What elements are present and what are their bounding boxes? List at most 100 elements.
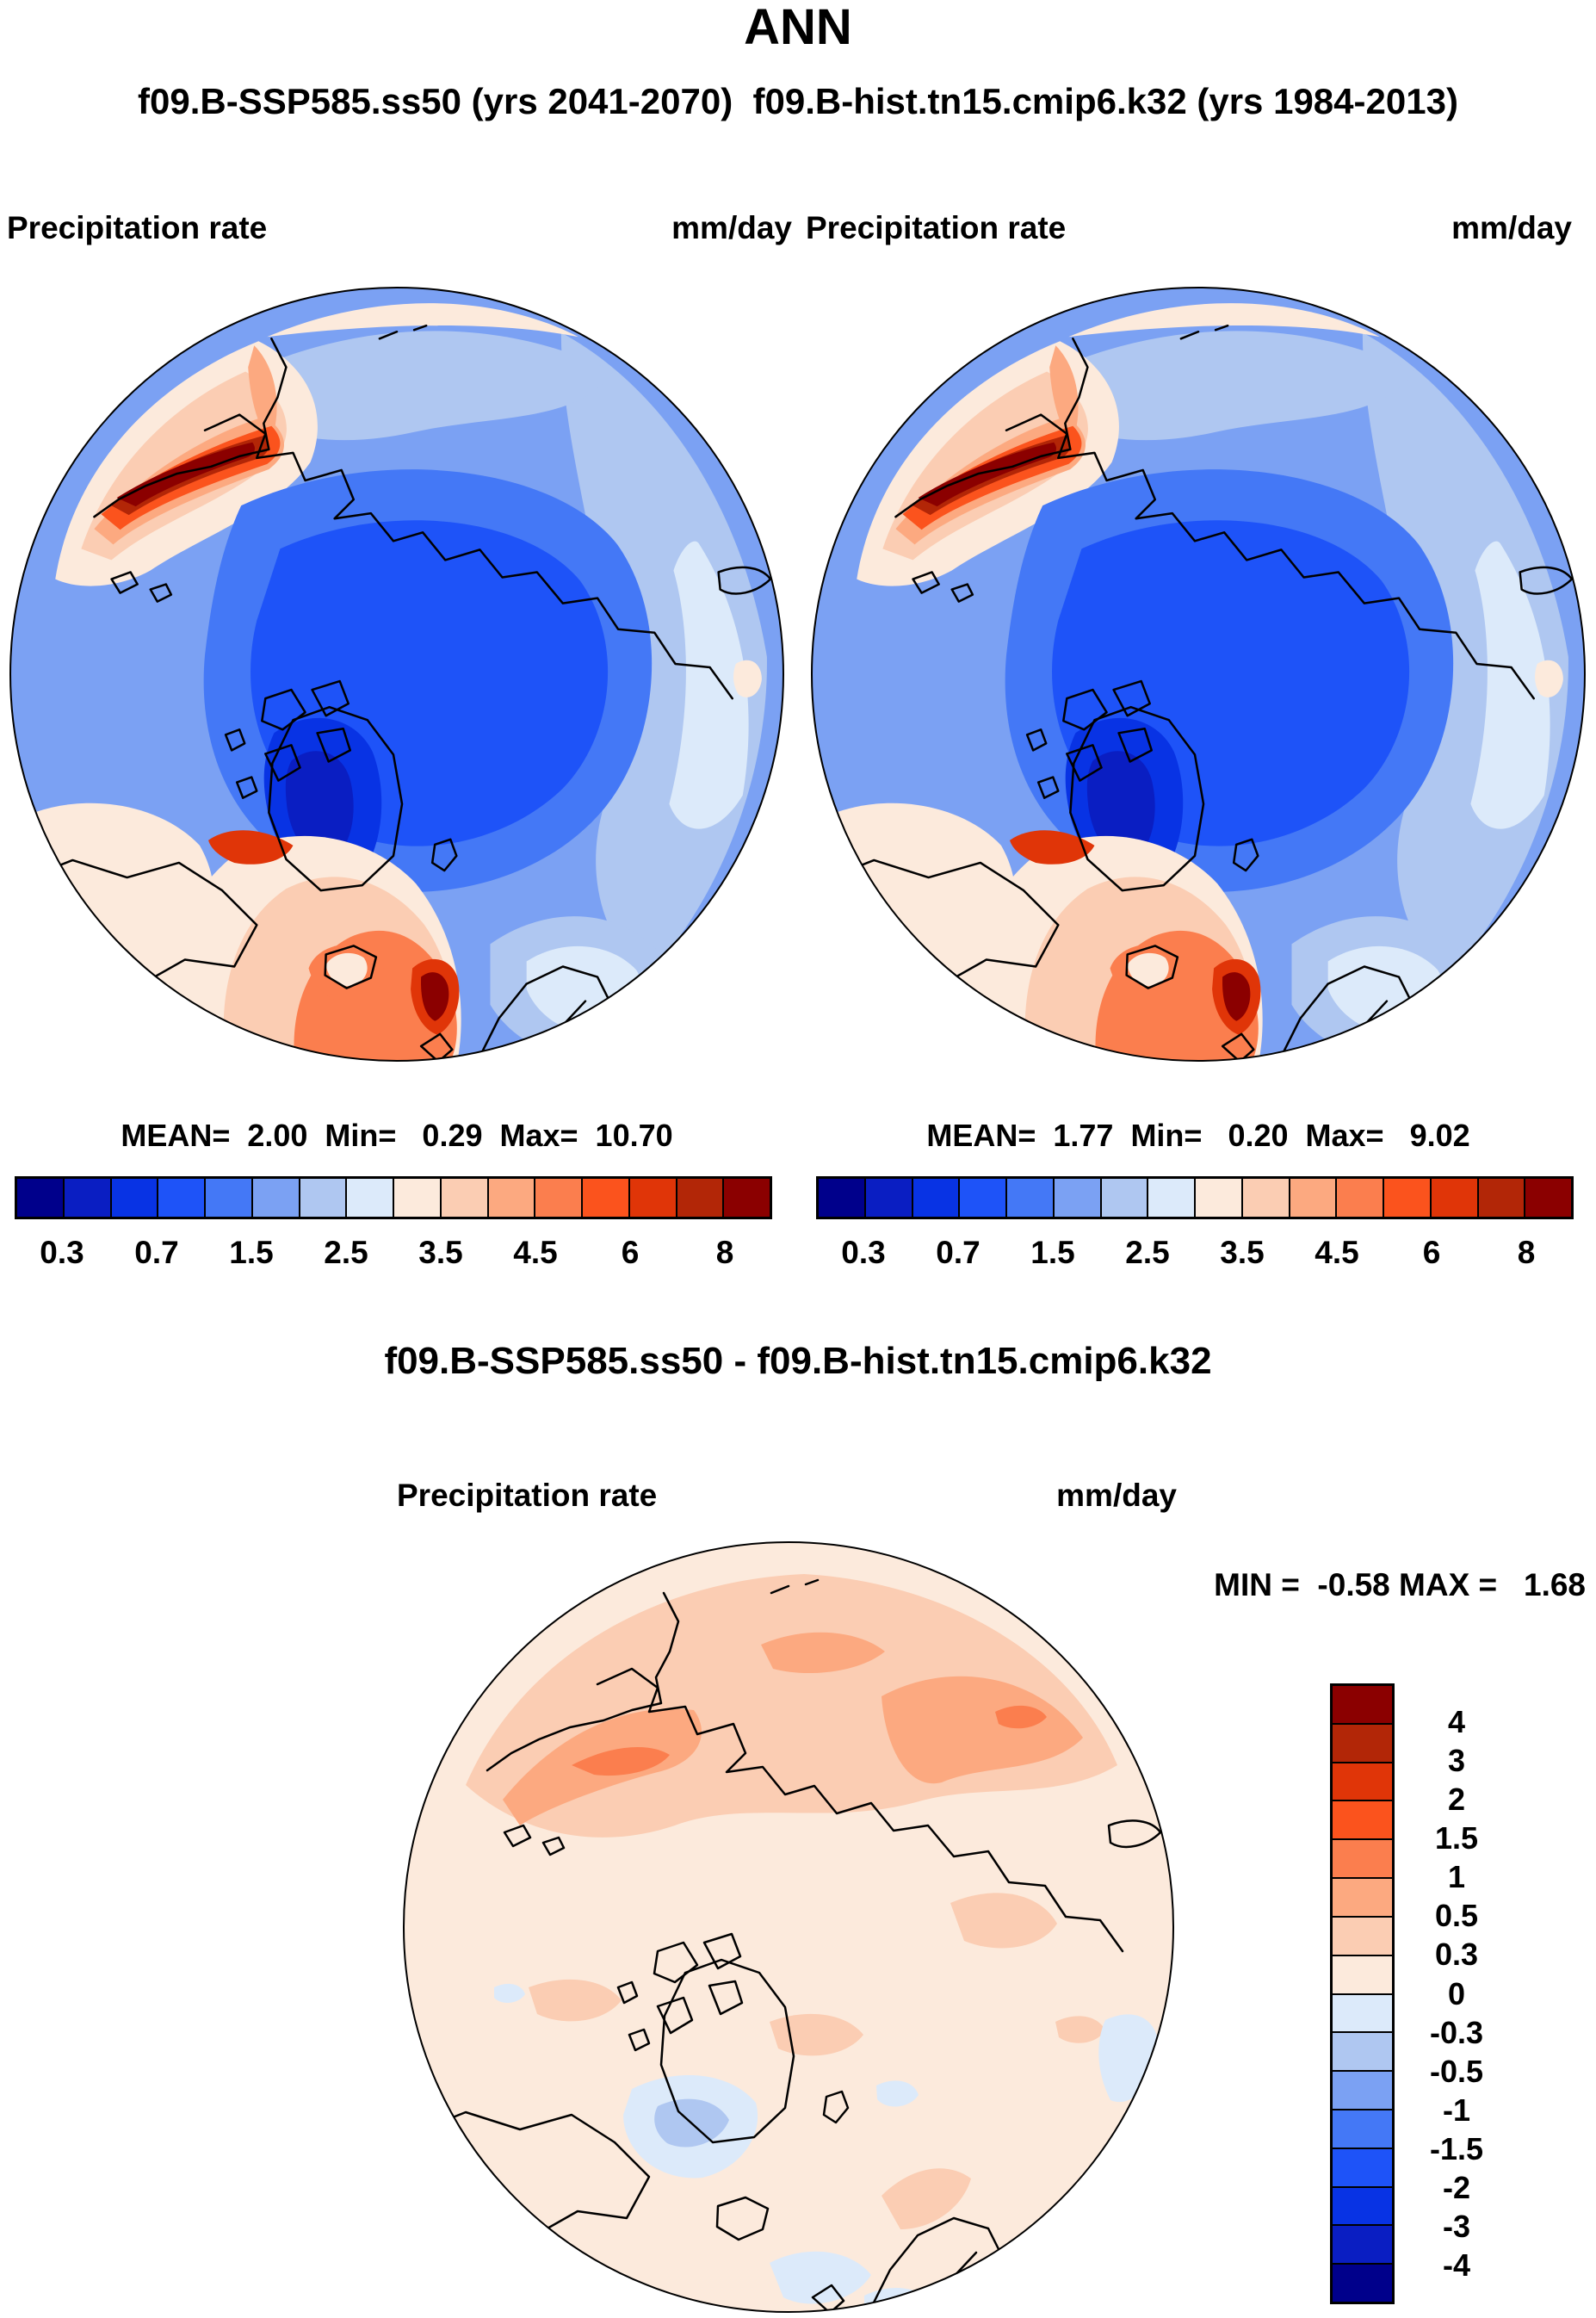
figure-subtitle: f09.B-SSP585.ss50 (yrs 2041-2070) f09.B-… xyxy=(138,81,1458,121)
map-hist-precipitation xyxy=(809,285,1587,1063)
diff-colorbar-tick-label: 1 xyxy=(1447,1859,1466,1895)
colorbar-segment xyxy=(441,1179,489,1217)
colorbar-segment xyxy=(629,1179,677,1217)
diff-colorbar-tick-label: -1 xyxy=(1442,2092,1470,2128)
colorbar-segment xyxy=(1431,1179,1479,1217)
colorbar-segment xyxy=(17,1179,65,1217)
colorbar-segment xyxy=(535,1179,583,1217)
diff-colorbar-tick-label: 0 xyxy=(1447,1975,1466,2011)
colorbar-segment xyxy=(1525,1179,1571,1217)
diff-colorbar-tick-label: -2 xyxy=(1442,2169,1470,2205)
colorbar-segment xyxy=(64,1179,112,1217)
diff-colorbar-segment xyxy=(1333,1955,1392,1995)
diff-colorbar-tick-label: -3 xyxy=(1442,2208,1470,2244)
diff-colorbar-segment xyxy=(1333,2148,1392,2188)
figure-title: ANN xyxy=(744,0,852,55)
colorbar-segment xyxy=(1290,1179,1338,1217)
colorbar-segment xyxy=(912,1179,961,1217)
diff-colorbar-segment xyxy=(1333,1724,1392,1763)
colorbar-tick-label: 6 xyxy=(621,1235,640,1270)
diff-minmax-line: MIN = -0.58 MAX = 1.68 xyxy=(1214,1567,1586,1602)
diff-colorbar-segment xyxy=(1333,2110,1392,2149)
colorbar-segment xyxy=(1007,1179,1055,1217)
diff-colorbar-segment xyxy=(1333,2226,1392,2265)
colorbar-tick-label: 4.5 xyxy=(513,1235,558,1270)
right-stats-line: MEAN= 1.77 Min= 0.20 Max= 9.02 xyxy=(926,1118,1470,1153)
difference-title: f09.B-SSP585.ss50 - f09.B-hist.tn15.cmip… xyxy=(384,1340,1212,1382)
colorbar-segment xyxy=(819,1179,866,1217)
colorbar-segment xyxy=(583,1179,630,1217)
diff-colorbar-segment xyxy=(1333,1840,1392,1880)
left-field-label: Precipitation rate xyxy=(7,210,268,245)
colorbar-segment xyxy=(1054,1179,1102,1217)
colorbar-tick-label: 3.5 xyxy=(1220,1235,1265,1270)
diff-colorbar-tick-label: -0.5 xyxy=(1429,2053,1484,2089)
colorbar-segment xyxy=(1148,1179,1196,1217)
colorbar-segment xyxy=(724,1179,770,1217)
diff-colorbar-segment xyxy=(1333,2187,1392,2227)
colorbar-segment xyxy=(111,1179,159,1217)
colorbar-tick-label: 3.5 xyxy=(418,1235,463,1270)
colorbar-tick-label: 2.5 xyxy=(1125,1235,1170,1270)
colorbar-segment xyxy=(1196,1179,1243,1217)
colorbar-segment xyxy=(300,1179,348,1217)
right-field-label: Precipitation rate xyxy=(806,210,1067,245)
colorbar-segment xyxy=(394,1179,442,1217)
diff-colorbar-segment xyxy=(1333,2033,1392,2073)
diff-units-label: mm/day xyxy=(1056,1478,1177,1513)
right-colorbar xyxy=(816,1176,1574,1219)
colorbar-tick-label: 6 xyxy=(1422,1235,1441,1270)
diff-colorbar-ticks: 4 3 2 1.5 1 0.5 0.3 0 -0.3 -0.5 -1 -1.5 -2 -3 -4 xyxy=(1405,1683,1508,2304)
colorbar-segment xyxy=(677,1179,725,1217)
diff-colorbar-segment xyxy=(1333,1917,1392,1956)
colorbar-segment xyxy=(206,1179,253,1217)
colorbar-tick-label: 0.7 xyxy=(134,1235,179,1270)
colorbar-segment xyxy=(1101,1179,1149,1217)
diff-colorbar-segment xyxy=(1333,1994,1392,2034)
diff-colorbar-tick-label: 0.3 xyxy=(1434,1937,1479,1973)
diff-colorbar-tick-label: -0.3 xyxy=(1429,2014,1484,2050)
colorbar-segment xyxy=(1337,1179,1384,1217)
colorbar-tick-label: 0.7 xyxy=(936,1235,980,1270)
diff-colorbar-segment xyxy=(1333,1686,1392,1725)
diff-colorbar-tick-label: 1.5 xyxy=(1434,1820,1479,1856)
diff-colorbar-segment xyxy=(1333,2072,1392,2110)
diff-colorbar xyxy=(1330,1683,1395,2304)
diff-field-label: Precipitation rate xyxy=(397,1478,658,1513)
colorbar-segment xyxy=(1384,1179,1432,1217)
left-colorbar-ticks: 0.3 0.7 1.5 2.5 3.5 4.5 6 8 xyxy=(15,1235,772,1278)
diff-colorbar-segment xyxy=(1333,2265,1392,2302)
diff-colorbar-tick-label: 0.5 xyxy=(1434,1898,1479,1934)
colorbar-segment xyxy=(1242,1179,1290,1217)
map-ssp585-precipitation xyxy=(8,285,786,1063)
diff-colorbar-tick-label: 2 xyxy=(1447,1782,1466,1818)
diff-colorbar-tick-label: -4 xyxy=(1442,2247,1470,2283)
colorbar-segment xyxy=(488,1179,536,1217)
colorbar-tick-label: 0.3 xyxy=(40,1235,84,1270)
colorbar-tick-label: 2.5 xyxy=(324,1235,368,1270)
left-colorbar xyxy=(15,1176,772,1219)
diff-colorbar-tick-label: 4 xyxy=(1447,1704,1466,1740)
right-units-label: mm/day xyxy=(1451,210,1572,245)
colorbar-segment xyxy=(252,1179,300,1217)
left-stats-line: MEAN= 2.00 Min= 0.29 Max= 10.70 xyxy=(121,1118,673,1153)
left-units-label: mm/day xyxy=(671,210,792,245)
colorbar-segment xyxy=(1478,1179,1526,1217)
colorbar-tick-label: 1.5 xyxy=(1030,1235,1075,1270)
colorbar-segment xyxy=(960,1179,1007,1217)
colorbar-segment xyxy=(865,1179,913,1217)
map-difference xyxy=(401,1540,1176,2315)
right-colorbar-ticks: 0.3 0.7 1.5 2.5 3.5 4.5 6 8 xyxy=(816,1235,1574,1278)
diff-colorbar-tick-label: 3 xyxy=(1447,1743,1466,1779)
colorbar-segment xyxy=(158,1179,206,1217)
colorbar-tick-label: 8 xyxy=(1517,1235,1536,1270)
colorbar-tick-label: 4.5 xyxy=(1315,1235,1359,1270)
colorbar-tick-label: 0.3 xyxy=(841,1235,886,1270)
colorbar-tick-label: 8 xyxy=(715,1235,734,1270)
colorbar-segment xyxy=(347,1179,394,1217)
diff-colorbar-segment xyxy=(1333,1763,1392,1802)
colorbar-tick-label: 1.5 xyxy=(229,1235,274,1270)
diff-colorbar-segment xyxy=(1333,1879,1392,1918)
diff-colorbar-segment xyxy=(1333,1801,1392,1841)
